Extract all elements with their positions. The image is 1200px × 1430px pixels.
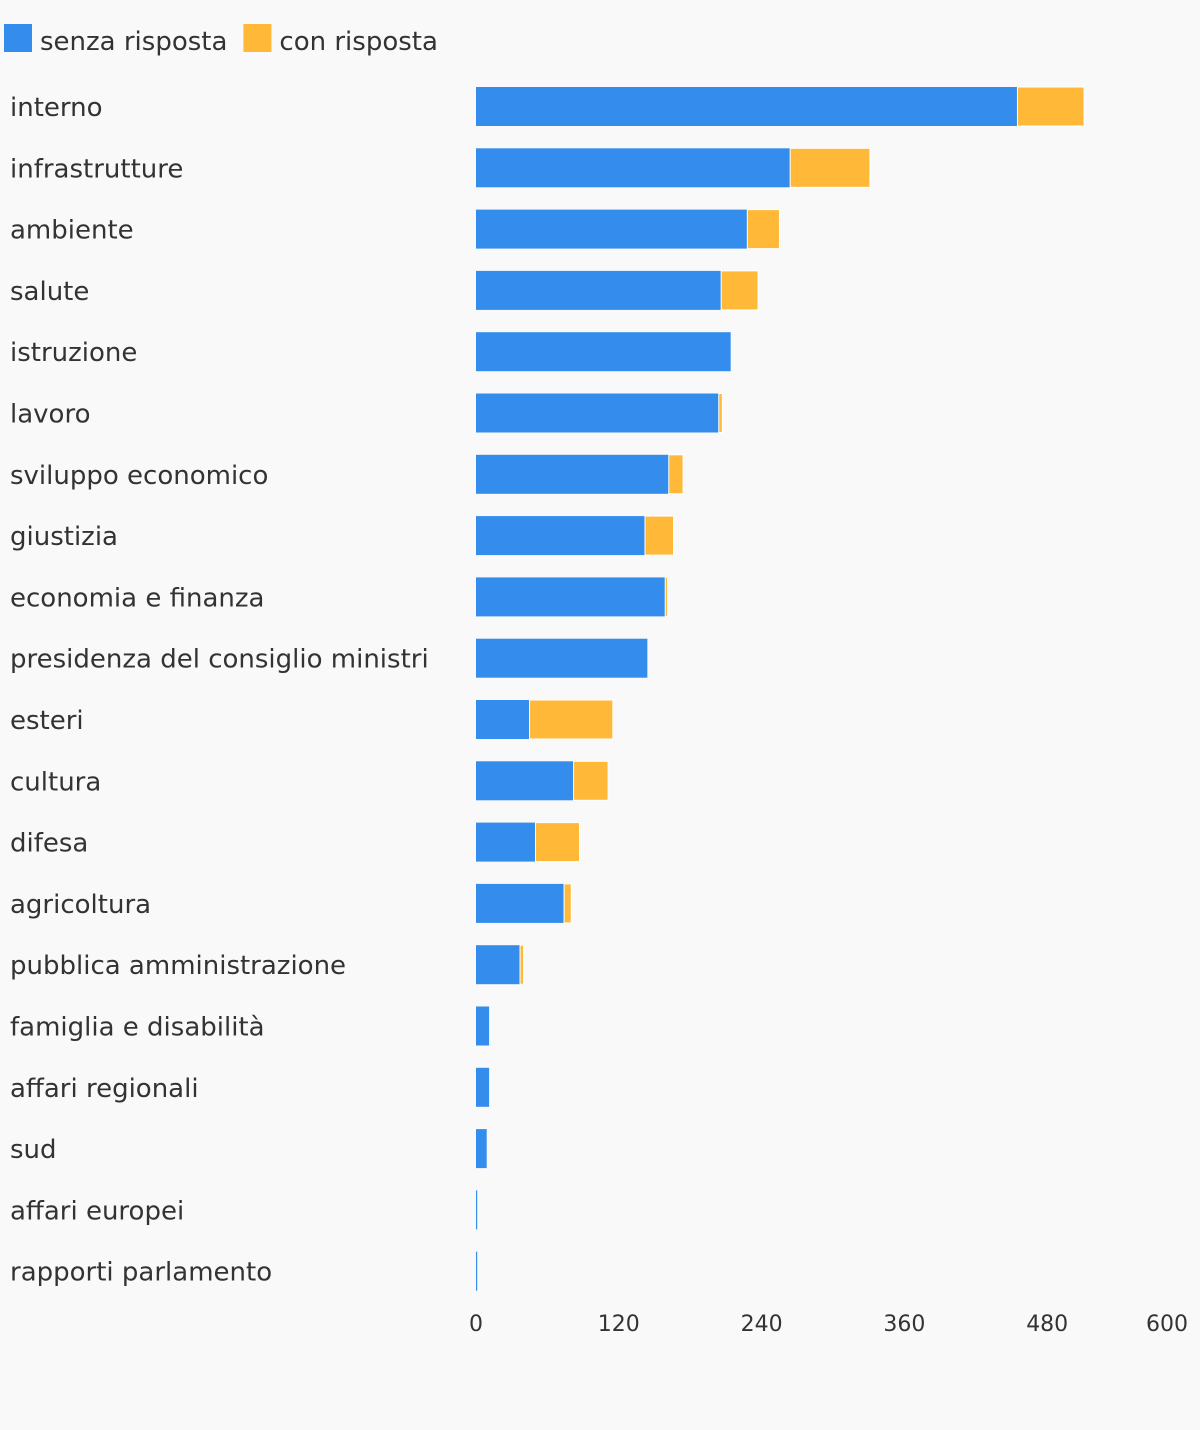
- bar-con-risposta[interactable]: [519, 944, 525, 985]
- bar-con-risposta[interactable]: [563, 883, 572, 924]
- category-label: difesa: [10, 829, 88, 859]
- bar-con-risposta[interactable]: [1016, 86, 1085, 127]
- bar-con-risposta[interactable]: [535, 822, 581, 863]
- category-label: lavoro: [10, 400, 90, 430]
- bars: [476, 86, 1085, 1291]
- x-tick-label: 0: [469, 1312, 483, 1337]
- bar-senza-risposta[interactable]: [476, 822, 536, 862]
- category-label: infrastrutture: [10, 154, 183, 184]
- bar-senza-risposta[interactable]: [476, 1251, 478, 1291]
- bar-con-risposta[interactable]: [718, 393, 723, 433]
- bar-senza-risposta[interactable]: [476, 148, 791, 188]
- bar-senza-risposta[interactable]: [476, 87, 1018, 126]
- category-label: esteri: [10, 706, 84, 736]
- legend-swatch-senza-risposta[interactable]: [4, 24, 32, 52]
- bar-senza-risposta[interactable]: [476, 1190, 478, 1230]
- category-label: ambiente: [10, 216, 134, 246]
- category-label: salute: [10, 277, 89, 307]
- bar-senza-risposta[interactable]: [476, 638, 648, 678]
- bar-con-risposta[interactable]: [746, 209, 780, 250]
- bar-senza-risposta[interactable]: [476, 1006, 490, 1046]
- legend-label-senza-risposta[interactable]: senza risposta: [40, 27, 227, 57]
- bar-senza-risposta[interactable]: [476, 1129, 487, 1169]
- bar-senza-risposta[interactable]: [476, 516, 645, 556]
- bar-senza-risposta[interactable]: [476, 454, 669, 494]
- legend-swatch-con-risposta[interactable]: [243, 24, 272, 52]
- bar-senza-risposta[interactable]: [476, 761, 574, 801]
- category-label: istruzione: [10, 338, 137, 368]
- legend-label-con-risposta[interactable]: con risposta: [279, 27, 438, 57]
- x-tick-label: 480: [1026, 1312, 1068, 1337]
- category-label: sviluppo economico: [10, 461, 268, 491]
- bar-con-risposta[interactable]: [664, 576, 669, 617]
- bar-senza-risposta[interactable]: [476, 700, 530, 739]
- category-label: affari regionali: [10, 1074, 199, 1104]
- bar-senza-risposta[interactable]: [476, 393, 719, 433]
- bar-con-risposta[interactable]: [644, 515, 675, 556]
- x-tick-label: 240: [741, 1312, 783, 1337]
- category-labels: interno infrastrutture ambiente salute istru…: [10, 93, 429, 1288]
- x-tick-label: 600: [1146, 1312, 1188, 1337]
- category-label: economia e finanza: [10, 583, 264, 613]
- bar-senza-risposta[interactable]: [476, 577, 666, 617]
- bar-senza-risposta[interactable]: [476, 1067, 490, 1107]
- category-label: giustizia: [10, 522, 118, 552]
- bar-senza-risposta[interactable]: [476, 945, 521, 985]
- bar-senza-risposta[interactable]: [476, 332, 731, 372]
- legend: senza risposta con risposta: [4, 24, 438, 57]
- category-label: presidenza del consiglio ministri: [10, 645, 429, 675]
- bar-con-risposta[interactable]: [668, 454, 684, 495]
- x-tick-label: 120: [598, 1312, 640, 1337]
- x-axis: 0 120 240 360 480 600: [469, 1312, 1188, 1337]
- bar-con-risposta[interactable]: [529, 699, 614, 740]
- bar-senza-risposta[interactable]: [476, 209, 748, 249]
- category-label: interno: [10, 93, 103, 123]
- bar-senza-risposta[interactable]: [476, 270, 722, 310]
- category-label: famiglia e disabilità: [10, 1013, 265, 1043]
- category-label: rapporti parlamento: [10, 1258, 272, 1288]
- category-label: pubblica amministrazione: [10, 951, 346, 981]
- category-label: agricoltura: [10, 890, 151, 920]
- x-tick-label: 360: [883, 1312, 925, 1337]
- category-label: cultura: [10, 767, 101, 797]
- category-label: sud: [10, 1135, 57, 1165]
- bar-senza-risposta[interactable]: [476, 883, 565, 923]
- bar-con-risposta[interactable]: [720, 270, 759, 311]
- category-label: affari europei: [10, 1196, 184, 1226]
- bar-con-risposta[interactable]: [789, 147, 871, 188]
- bar-con-risposta[interactable]: [573, 760, 609, 801]
